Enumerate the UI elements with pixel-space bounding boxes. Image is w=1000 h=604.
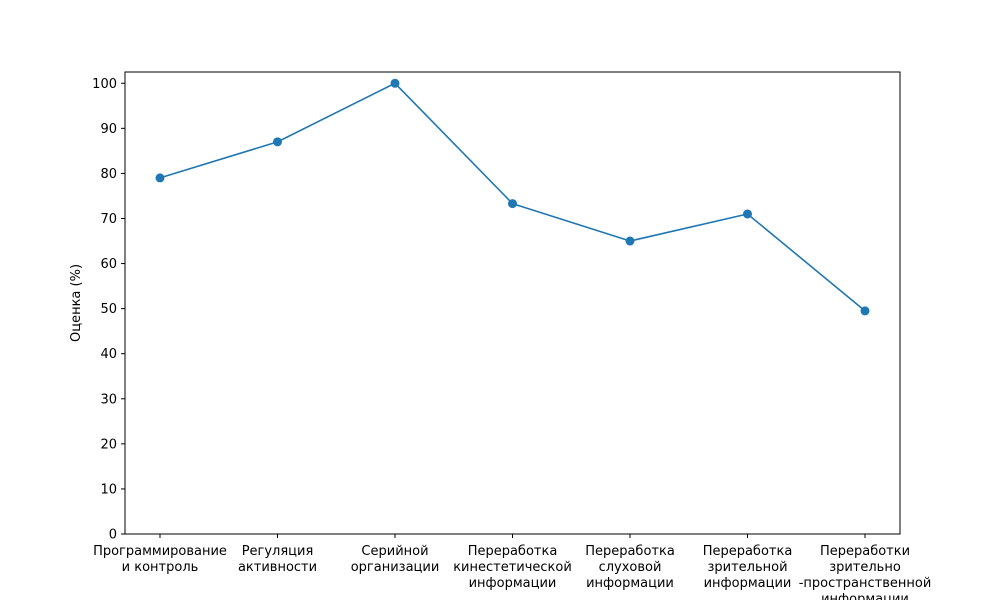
x-tick-label: Переработка кинестетической информации	[453, 544, 572, 591]
x-tick-label-line: информации	[586, 576, 674, 591]
plot-area-frame	[124, 71, 901, 535]
x-tick-label: Регуляция активности	[238, 544, 317, 575]
x-tick-label-line: Переработка	[703, 544, 793, 559]
x-tick-label-line: слуховой	[599, 560, 662, 575]
x-tick-label-line: организации	[351, 560, 440, 575]
x-tick-label-line: Серийной	[361, 544, 428, 559]
data-point	[625, 236, 635, 246]
x-tick-label-line: Переработка	[585, 544, 675, 559]
y-tick-label: 0	[109, 528, 117, 543]
y-tick-label: 60	[100, 257, 117, 272]
y-tick-label: 40	[100, 347, 117, 362]
y-tick-label: 10	[100, 482, 117, 497]
x-tick-label-line: Переработки	[820, 544, 910, 559]
x-tick-label-line: информации	[704, 576, 792, 591]
x-tick-label: Переработки зрительно -пространственной инф…	[799, 544, 932, 600]
x-tick-label: Переработка слуховой информации	[585, 544, 675, 591]
y-axis-label: Оценка (%)	[69, 264, 84, 342]
y-tick-label: 100	[92, 77, 117, 92]
series-line	[159, 82, 866, 312]
x-tick-label: Программирование и контроль	[93, 544, 227, 575]
data-point	[155, 173, 165, 183]
x-tick-label-line: информации	[821, 592, 909, 600]
data-point	[273, 137, 282, 147]
data-point	[508, 199, 517, 209]
data-point	[390, 78, 400, 88]
x-tick-label-line: активности	[238, 560, 317, 575]
y-tick-label: 50	[100, 302, 117, 317]
x-tick-label-line: Переработка	[468, 544, 558, 559]
x-tick-label: Серийной организации	[351, 544, 440, 575]
y-axis-ticks: 0 10 20 30 40 50 60 70 80 90 100	[92, 77, 125, 543]
y-tick-label: 70	[100, 212, 117, 227]
x-tick-label-line: и контроль	[122, 560, 199, 575]
y-tick-label: 90	[100, 122, 117, 137]
x-tick-label-line: зрительно	[829, 560, 901, 575]
data-point	[860, 306, 870, 316]
x-tick-label-line: -пространственной	[799, 576, 932, 591]
x-tick-label-line: информации	[469, 576, 557, 591]
y-tick-label: 80	[100, 167, 117, 182]
x-axis-ticks: Программирование и контроль Регуляция актив…	[93, 534, 932, 604]
series-layer	[155, 78, 870, 316]
y-tick-label: 20	[100, 437, 117, 452]
x-tick-label-line: Регуляция	[242, 544, 314, 559]
x-tick-label-line: Программирование	[93, 544, 227, 559]
x-tick-label-line: зрительной	[707, 560, 787, 575]
x-tick-label: Переработка зрительной информации	[703, 544, 793, 591]
data-point	[743, 209, 752, 219]
x-tick-label-line: кинестетической	[453, 560, 572, 575]
y-tick-label: 30	[100, 392, 117, 407]
